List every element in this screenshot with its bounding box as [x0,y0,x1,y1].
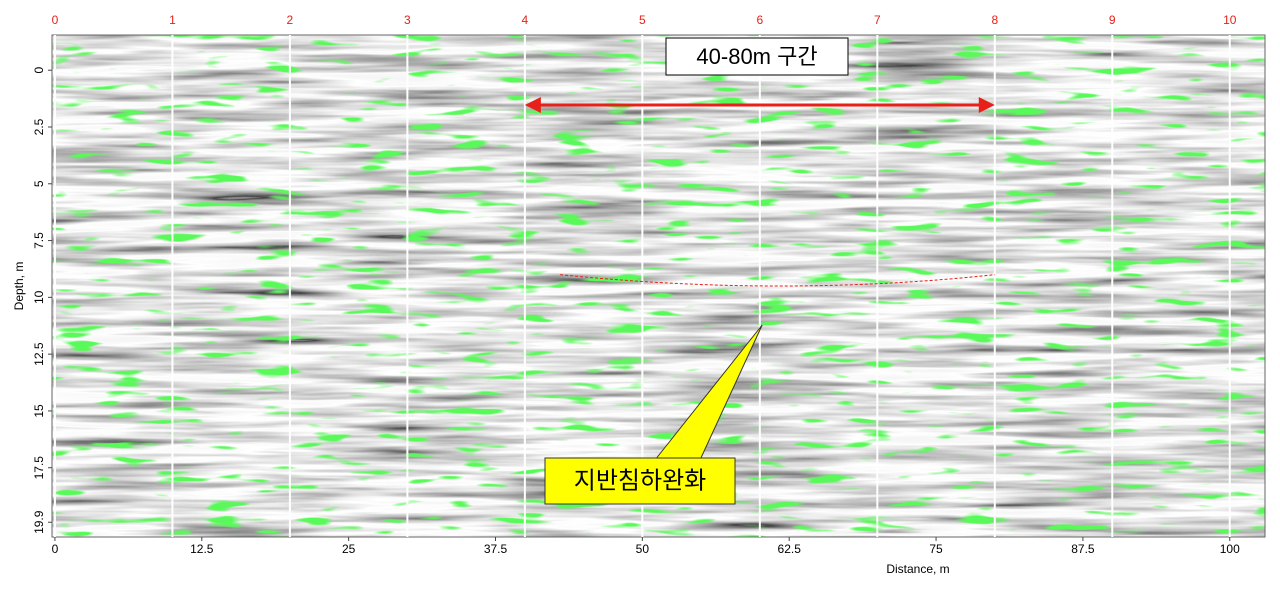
radargram-image [52,35,1265,537]
y-tick-label: 0 [32,67,46,74]
x-tick-label: 12.5 [190,542,214,556]
station-label: 6 [756,13,763,27]
y-tick-label: 15 [32,404,46,418]
station-label: 5 [639,13,646,27]
x-tick-label: 50 [636,542,650,556]
high-amplitude-blobs [52,35,1265,537]
subsidence-boundary [560,274,995,287]
x-tick-label: 75 [929,542,943,556]
y-tick-label: 7.5 [32,232,46,249]
span-label-box [665,37,849,76]
y-tick-label: 5 [32,180,46,187]
station-label: 2 [287,13,294,27]
station-label: 10 [1223,13,1237,27]
x-axis-label: Distance, m [886,562,949,576]
station-label: 8 [991,13,998,27]
plot-frame [51,34,1266,538]
x-tick-label: 100 [1220,542,1240,556]
station-label: 4 [522,13,529,27]
callout-box [544,457,736,505]
x-tick-label: 25 [342,542,356,556]
y-tick-label: 2.5 [32,118,46,135]
x-tick-label: 37.5 [484,542,508,556]
station-label: 1 [169,13,176,27]
x-tick-label: 0 [52,542,59,556]
station-label: 7 [874,13,881,27]
callout-label: 지반침하완화 [574,467,706,494]
y-tick-label: 12.5 [32,342,46,366]
station-label: 3 [404,13,411,27]
y-axis-label: Depth, m [12,262,26,311]
y-tick-label: 17.5 [32,456,46,480]
station-label: 9 [1109,13,1116,27]
y-tick-label: 19.9 [32,510,46,534]
arrow-head [978,97,995,113]
x-tick-label: 62.5 [778,542,802,556]
span-label: 40-80m 구간 [696,44,817,69]
arrow-head [524,97,541,113]
y-tick-label: 10 [32,290,46,304]
station-label: 0 [52,13,59,27]
x-tick-label: 87.5 [1071,542,1095,556]
